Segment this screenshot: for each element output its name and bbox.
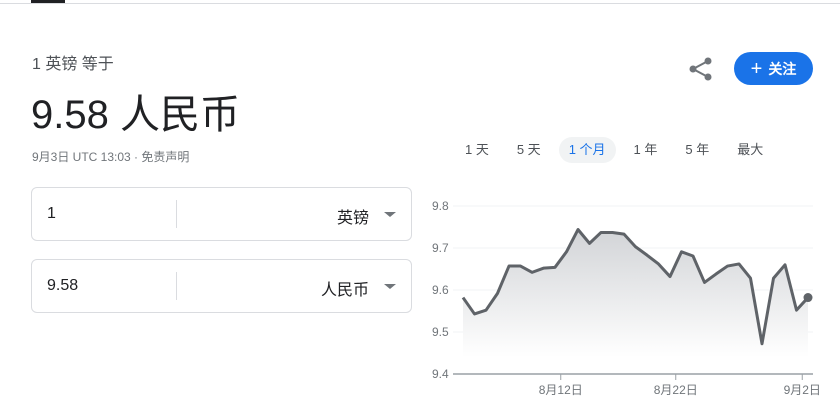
timestamp-disclaimer[interactable]: 9月3日 UTC 13:03 · 免责声明: [32, 150, 190, 164]
divider: [176, 200, 177, 228]
converted-value: 9.58 人民币: [31, 93, 240, 137]
tab-5y[interactable]: 5 年: [685, 142, 710, 157]
tab-1m[interactable]: 1 个月: [558, 137, 616, 163]
caret-down-icon[interactable]: [384, 284, 396, 289]
share-icon: [689, 57, 712, 81]
y-tick-label: 9.6: [432, 283, 449, 297]
x-tick-label: 8月22日: [654, 383, 698, 397]
exchange-rate-chart[interactable]: 9.4 9.5 9.6 9.7 9.8 8月12日 8月22日 9月2日: [420, 190, 840, 418]
x-tick-label: 9月2日: [784, 383, 821, 397]
from-converter: 1 英镑: [31, 187, 412, 241]
tab-1d[interactable]: 1 天: [465, 142, 489, 157]
follow-label: 关注: [768, 60, 797, 77]
y-tick-label: 9.7: [432, 241, 449, 255]
y-tick-label: 9.8: [432, 199, 449, 213]
plus-icon: +: [750, 57, 763, 80]
tab-1y[interactable]: 1 年: [633, 142, 658, 157]
top-divider: [0, 3, 840, 4]
tab-5d[interactable]: 5 天: [516, 142, 541, 157]
follow-button[interactable]: + 关注: [734, 52, 813, 85]
from-amount-input[interactable]: 1: [47, 205, 56, 222]
to-amount-input[interactable]: 9.58: [47, 277, 79, 294]
conversion-subtitle: 1 英镑 等于: [32, 56, 114, 73]
caret-down-icon[interactable]: [384, 212, 396, 217]
to-currency-select[interactable]: 人民币: [320, 282, 369, 299]
divider: [176, 272, 177, 300]
range-tabs: 1 天 5 天 1 个月 1 年 5 年 最大: [455, 137, 781, 163]
from-currency-select[interactable]: 英镑: [336, 210, 369, 227]
chart-line: [461, 228, 810, 346]
chart-area: [463, 229, 808, 358]
share-button[interactable]: [688, 56, 714, 82]
active-tab-indicator: [31, 0, 65, 3]
tab-max[interactable]: 最大: [737, 142, 764, 157]
current-value-dot: [803, 293, 813, 303]
x-tick-label: 8月12日: [539, 383, 583, 397]
y-tick-label: 9.5: [432, 325, 449, 339]
to-converter: 9.58 人民币: [31, 259, 412, 313]
y-tick-label: 9.4: [432, 367, 449, 381]
